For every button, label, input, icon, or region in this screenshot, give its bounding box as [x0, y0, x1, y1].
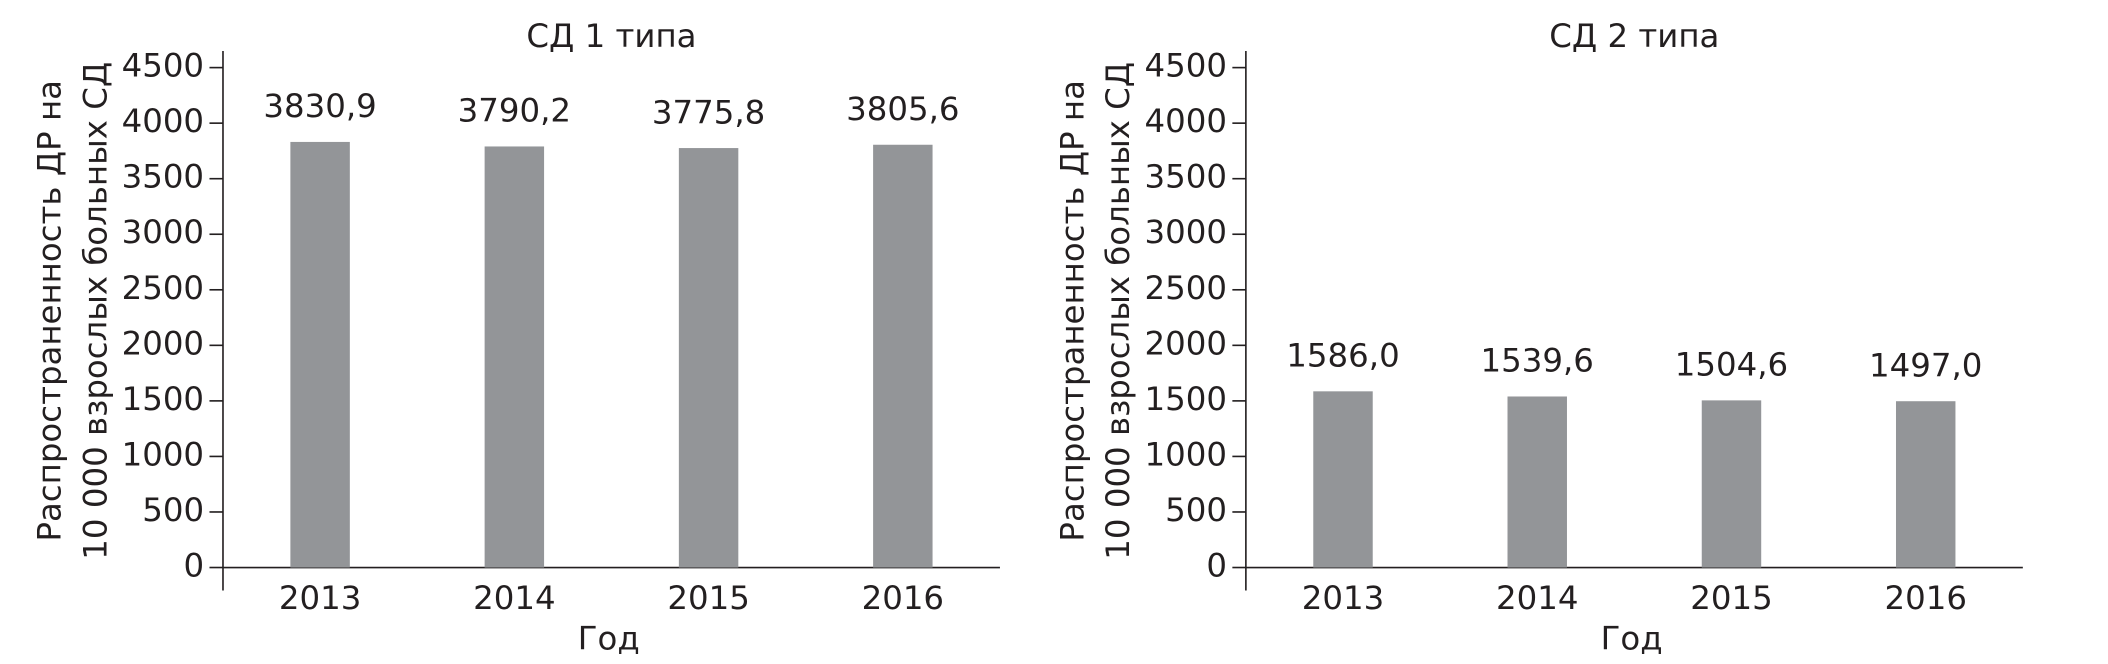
- y-tick-label: 4500: [1144, 47, 1226, 85]
- value-label: 1539,6: [1481, 342, 1594, 380]
- x-tick-label: 2015: [1690, 579, 1772, 617]
- x-tick-label: 2016: [862, 579, 944, 617]
- y-tick-label: 2500: [122, 269, 204, 307]
- value-label: 1586,0: [1286, 337, 1399, 375]
- x-axis-label: Год: [578, 619, 640, 657]
- bar: [1507, 396, 1567, 568]
- bar: [1701, 400, 1762, 568]
- value-label: 3805,6: [846, 90, 959, 128]
- y-tick-label: 4000: [1144, 102, 1226, 140]
- bar: [1895, 401, 1956, 568]
- chart-title: СД 2 типа: [1549, 17, 1719, 55]
- y-axis-label: Распространенность ДР на: [30, 80, 68, 542]
- y-tick-label: 1500: [122, 380, 204, 418]
- x-tick-label: 2013: [279, 579, 361, 617]
- bar: [873, 144, 933, 568]
- bar: [484, 146, 545, 568]
- y-tick-label: 500: [142, 491, 204, 529]
- y-tick-label: 1000: [1144, 435, 1226, 473]
- y-tick-label: 3000: [1144, 213, 1226, 251]
- x-tick-label: 2014: [1496, 579, 1578, 617]
- value-label: 1497,0: [1869, 346, 1982, 384]
- y-tick-label: 2000: [122, 324, 204, 362]
- y-axis-label: 10 000 взрослых больных СД: [76, 62, 114, 560]
- x-tick-label: 2015: [667, 579, 749, 617]
- y-tick-label: 3500: [1144, 158, 1226, 196]
- chart-title: СД 1 типа: [526, 17, 696, 55]
- y-tick-label: 3000: [122, 213, 204, 251]
- bar: [290, 141, 350, 568]
- y-tick-label: 0: [183, 547, 204, 585]
- y-tick-label: 4500: [122, 47, 204, 85]
- value-label: 3830,9: [263, 87, 376, 125]
- x-tick-label: 2013: [1302, 579, 1384, 617]
- bar: [1313, 391, 1373, 568]
- value-label: 3775,8: [652, 93, 765, 131]
- y-tick-label: 1000: [122, 435, 204, 473]
- y-tick-label: 3500: [122, 158, 204, 196]
- y-axis-label: Распространенность ДР на: [1053, 80, 1091, 542]
- y-tick-label: 1500: [1144, 380, 1226, 418]
- value-label: 1504,6: [1675, 346, 1788, 384]
- bar: [678, 148, 739, 568]
- y-tick-label: 4000: [122, 102, 204, 140]
- x-tick-label: 2014: [473, 579, 555, 617]
- value-label: 3790,2: [458, 92, 571, 130]
- y-tick-label: 500: [1165, 491, 1227, 529]
- x-tick-label: 2016: [1884, 579, 1966, 617]
- y-axis-label: 10 000 взрослых больных СД: [1099, 62, 1137, 560]
- y-tick-label: 0: [1206, 547, 1227, 585]
- y-tick-label: 2000: [1144, 324, 1226, 362]
- y-tick-label: 2500: [1144, 269, 1226, 307]
- x-axis-label: Год: [1601, 619, 1663, 657]
